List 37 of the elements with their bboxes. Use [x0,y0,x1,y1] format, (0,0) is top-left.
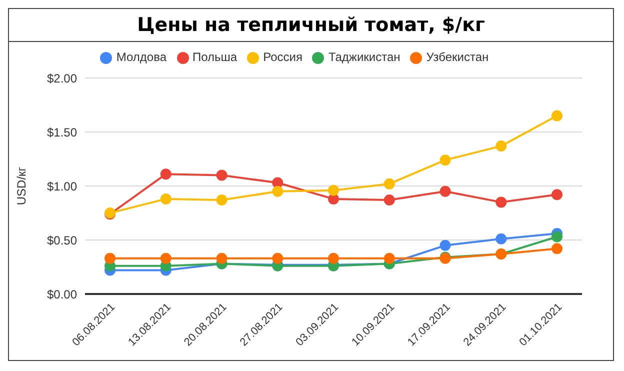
point [552,189,562,200]
chart-title: Цены на тепличный томат, $/кг [9,9,613,42]
y-axis-title: USD/кг [14,166,28,206]
point [160,252,172,264]
point [552,243,562,254]
point [552,110,562,122]
point [384,194,395,206]
point [328,252,339,264]
point [216,170,228,181]
legend-label: Узбекистан [426,50,489,64]
point [496,196,507,208]
y-tick-label: $0.50 [46,233,78,248]
point [384,178,395,190]
y-tick-label: $1.00 [46,179,78,194]
point [216,194,228,206]
legend-label: Польша [192,50,238,64]
point [160,168,172,180]
point [552,231,562,242]
point [440,154,451,166]
point [384,252,395,264]
point [272,186,284,197]
point [272,252,284,264]
point [496,233,507,244]
point [216,252,228,264]
y-tick-label: $0.00 [46,287,78,302]
point [160,193,172,204]
point [328,193,339,204]
legend-label: Молдова [116,50,167,64]
y-tick-label: $2.00 [46,71,78,86]
point [104,252,116,264]
point [328,184,339,196]
point [440,240,451,251]
y-tick-label: $1.50 [46,125,78,140]
legend-label: Таджикистан [328,50,400,64]
point [496,140,507,152]
legend-label: Россия [263,50,302,64]
point [440,186,451,197]
